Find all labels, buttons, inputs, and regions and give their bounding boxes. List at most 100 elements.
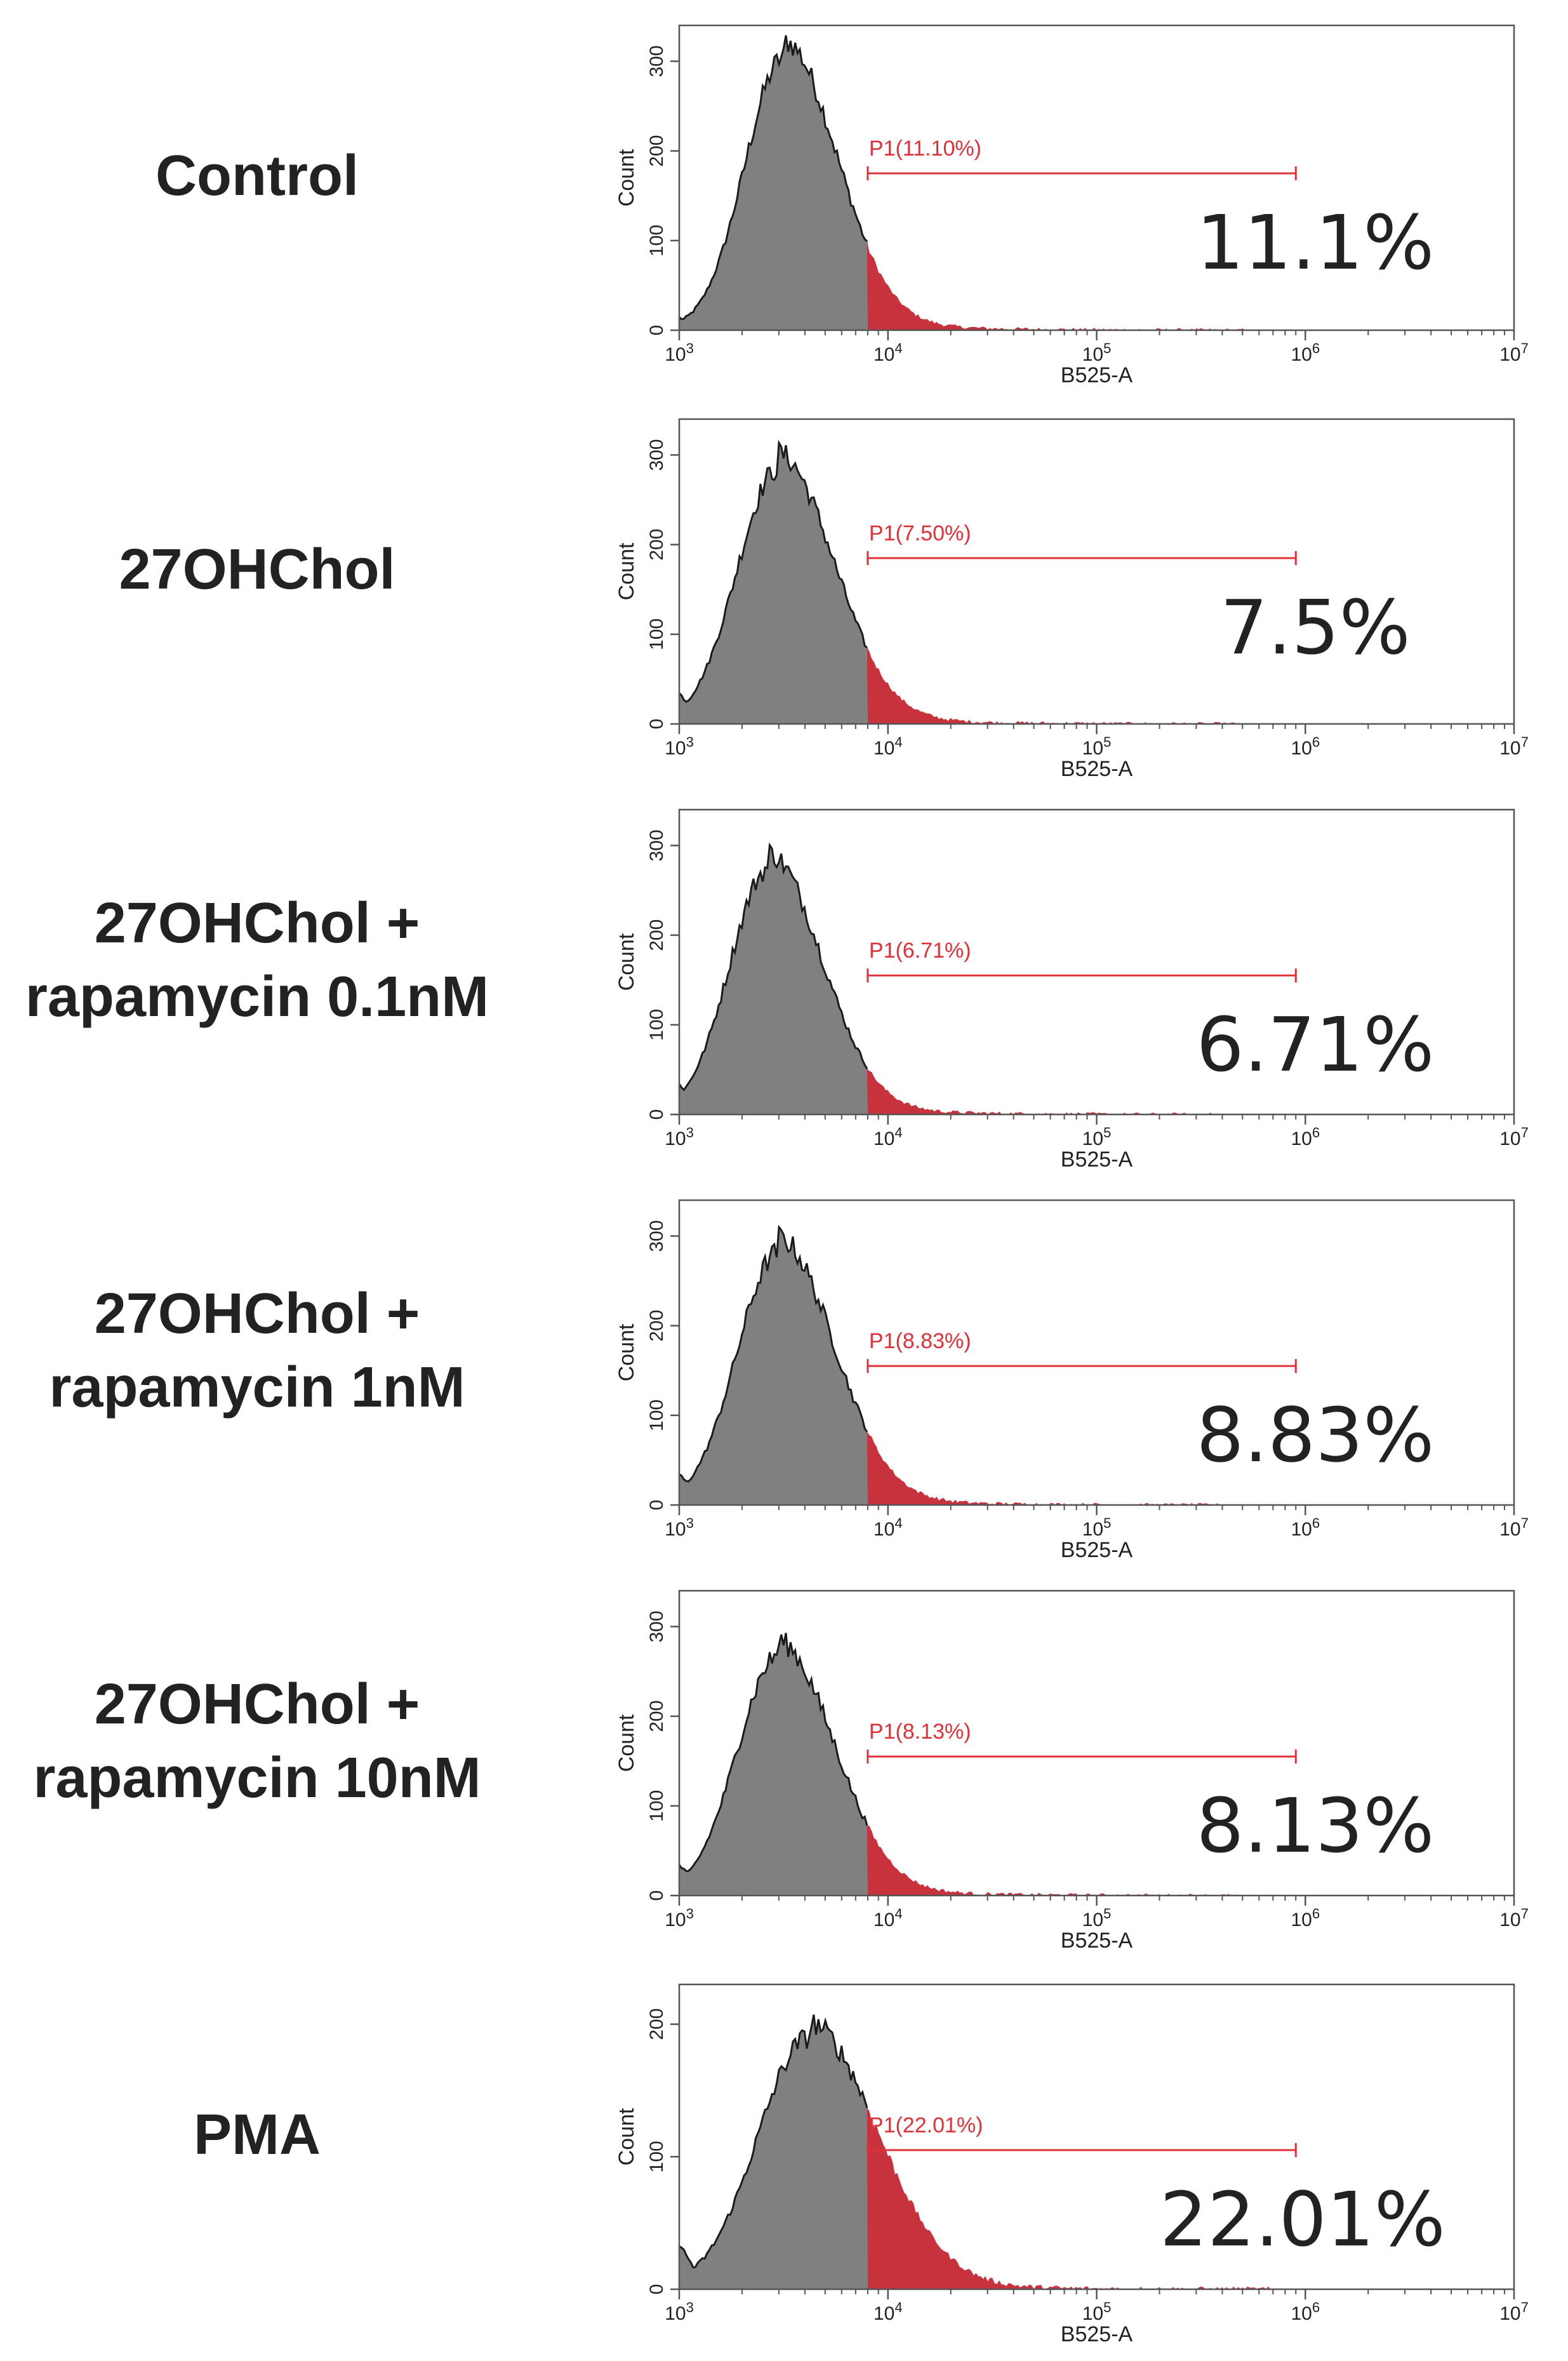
x-tick-label: 103 [665, 340, 694, 365]
gate-label: P1(6.71%) [869, 939, 971, 963]
x-axis-title: B525-A [1061, 2322, 1133, 2346]
y-tick-label: 200 [646, 1701, 667, 1732]
condition-label: Control [156, 144, 359, 208]
x-tick-label: 105 [1082, 734, 1112, 759]
y-tick-label: 200 [646, 529, 667, 561]
y-tick-label: 200 [646, 920, 667, 951]
histogram-outline [678, 35, 868, 321]
x-tick-label: 104 [874, 2299, 903, 2324]
y-tick-label: 100 [646, 1400, 667, 1431]
x-tick-label: 107 [1499, 1515, 1529, 1540]
histogram-panel: PMA 0 100 200 Count 103 104 105 106 107 B525-A P1(2… [194, 1983, 1529, 2346]
x-tick-label: 104 [874, 340, 903, 365]
histogram-ungated-area [679, 845, 868, 1114]
x-axis-title: B525-A [1061, 1538, 1133, 1562]
y-tick-label: 100 [646, 1009, 667, 1041]
histogram-outline [679, 1224, 868, 1483]
y-tick-label: 300 [646, 439, 667, 471]
histogram-panel: 27OHChol + rapamycin 1nM 0 100 200 300 Count 10… [49, 1199, 1529, 1562]
histogram-panel: Control 0 100 200 300 Count 103 104 105 106 107 B52… [156, 24, 1529, 387]
condition-label: rapamycin 1nM [49, 1356, 465, 1419]
condition-label: 27OHChol + [95, 1282, 420, 1346]
percent-annotation: 7.5% [1220, 584, 1411, 671]
histogram-gated-area [867, 2108, 1514, 2289]
histogram-panel: 27OHChol 0 100 200 300 Count 103 104 105 106 107 B5… [119, 418, 1529, 781]
x-tick-label: 105 [1082, 1515, 1112, 1540]
x-tick-label: 107 [1499, 1906, 1529, 1930]
condition-label: rapamycin 10nM [33, 1746, 481, 1810]
gate-label: P1(7.50%) [869, 521, 971, 545]
gate-label: P1(8.13%) [869, 1720, 971, 1744]
y-tick-label: 300 [646, 1220, 667, 1252]
histogram-gated-area [867, 647, 1514, 724]
y-axis-title: Count [615, 542, 639, 600]
x-tick-label: 103 [665, 1125, 694, 1149]
condition-label: 27OHChol [119, 538, 395, 601]
y-axis-title: Count [615, 1323, 639, 1381]
percent-annotation: 22.01% [1160, 2176, 1445, 2263]
y-axis-title: Count [615, 149, 639, 206]
histogram-outline [678, 1633, 868, 1873]
y-tick-label: 0 [646, 1500, 667, 1511]
x-tick-label: 103 [665, 734, 694, 759]
condition-label: PMA [194, 2103, 321, 2167]
condition-label: rapamycin 0.1nM [25, 965, 489, 1029]
histogram-ungated-area [679, 1633, 868, 1896]
x-tick-label: 106 [1291, 1906, 1320, 1930]
y-tick-label: 100 [646, 225, 667, 257]
y-tick-label: 300 [646, 829, 667, 861]
y-tick-label: 100 [646, 2141, 667, 2172]
condition-label: 27OHChol + [95, 892, 420, 955]
y-tick-label: 200 [646, 2009, 667, 2040]
x-tick-label: 105 [1082, 1125, 1112, 1149]
histogram-ungated-area [679, 35, 868, 331]
x-tick-label: 107 [1499, 734, 1529, 759]
gate-label: P1(22.01%) [869, 2113, 983, 2137]
y-tick-label: 200 [646, 1310, 667, 1342]
x-tick-label: 104 [874, 1125, 903, 1149]
x-tick-label: 106 [1291, 1515, 1320, 1540]
x-axis-title: B525-A [1061, 1929, 1133, 1953]
x-tick-label: 105 [1082, 340, 1112, 365]
x-tick-label: 106 [1291, 1125, 1320, 1149]
histogram-gated-area [867, 1431, 1514, 1505]
x-tick-label: 103 [665, 2299, 694, 2324]
y-axis-title: Count [615, 933, 639, 991]
y-tick-label: 0 [646, 325, 667, 336]
x-axis-title: B525-A [1061, 757, 1133, 781]
gate-label: P1(11.10%) [869, 137, 981, 161]
x-tick-label: 103 [665, 1515, 694, 1540]
x-axis-title: B525-A [1061, 363, 1133, 387]
histogram-ungated-area [679, 443, 868, 724]
x-tick-label: 106 [1291, 340, 1320, 365]
histogram-panel: 27OHChol + rapamycin 0.1nM 0 100 200 300 Count… [25, 808, 1529, 1172]
x-tick-label: 105 [1082, 2299, 1112, 2324]
y-tick-label: 100 [646, 619, 667, 650]
percent-annotation: 6.71% [1196, 1001, 1434, 1088]
histogram-panel: 27OHChol + rapamycin 10nM 0 100 200 300 Count 1… [33, 1589, 1529, 1953]
y-axis-title: Count [615, 1714, 639, 1772]
x-tick-label: 106 [1291, 2299, 1320, 2324]
y-axis-title: Count [615, 2108, 639, 2165]
histogram-outline [678, 439, 868, 703]
x-tick-label: 103 [665, 1906, 694, 1930]
x-tick-label: 107 [1499, 1125, 1529, 1149]
y-tick-label: 200 [646, 135, 667, 167]
histogram-ungated-area [679, 1227, 868, 1505]
y-tick-label: 300 [646, 45, 667, 77]
y-tick-label: 300 [646, 1610, 667, 1642]
x-tick-label: 104 [874, 1906, 903, 1930]
condition-label: 27OHChol + [95, 1673, 420, 1736]
percent-annotation: 8.13% [1196, 1782, 1434, 1869]
histogram-outline [678, 842, 868, 1092]
y-tick-label: 0 [646, 1890, 667, 1901]
y-tick-label: 0 [646, 719, 667, 730]
percent-annotation: 11.1% [1196, 199, 1434, 286]
x-tick-label: 106 [1291, 734, 1320, 759]
percent-annotation: 8.83% [1196, 1391, 1434, 1479]
x-tick-label: 105 [1082, 1906, 1112, 1930]
x-tick-label: 107 [1499, 2299, 1529, 2324]
x-tick-label: 104 [874, 1515, 903, 1540]
y-tick-label: 0 [646, 1109, 667, 1120]
